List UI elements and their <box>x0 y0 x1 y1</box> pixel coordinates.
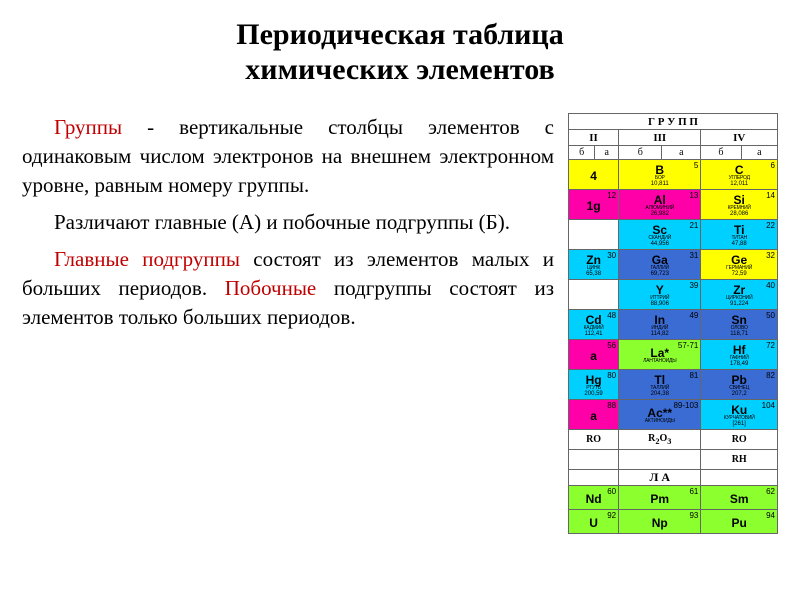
actinide-U: 92U <box>569 510 619 534</box>
element-cell-C: 6CУГЛЕРОД12,011 <box>701 160 778 190</box>
hydride-formula <box>619 450 701 470</box>
oxide-formula: R2O3 <box>619 430 701 450</box>
letter-label: Л А <box>619 470 701 486</box>
element-cell-Ge: 32GeГЕРМАНИЙ72,59 <box>701 250 778 280</box>
subgroup-header: б <box>701 146 741 160</box>
element-cell-Sc: 21ScСКАНДИЙ44,956 <box>619 220 701 250</box>
actinide-Pu: 94Pu <box>701 510 778 534</box>
paragraph-3: Главные подгруппы состоят из элементов м… <box>22 245 554 332</box>
lanthanide-Pm: 61Pm <box>619 486 701 510</box>
title-line-2: химических элементов <box>245 53 554 86</box>
element-cell-Al: 13AlАЛЮМИНИЙ26,982 <box>619 190 701 220</box>
table-header-top: Г Р У П П <box>569 114 778 130</box>
element-cell-Ti: 22TiТИТАН47,88 <box>701 220 778 250</box>
group-header-III: III <box>619 130 701 146</box>
subgroup-header: б <box>619 146 662 160</box>
element-cell-4: 4 <box>569 160 619 190</box>
hydride-formula: RH <box>701 450 778 470</box>
element-cell-Hg: 80HgРТУТЬ200,59 <box>569 370 619 400</box>
text-column: Группы - вертикальные столбцы элементов … <box>22 113 554 600</box>
element-cell-Pb: 82PbСВИНЕЦ207,2 <box>701 370 778 400</box>
element-cell-Cd: 48CdКАДМИЙ112,41 <box>569 310 619 340</box>
subgroup-header: б <box>569 146 595 160</box>
element-cell-Si: 14SiКРЕМНИЙ28,086 <box>701 190 778 220</box>
paragraph-2: Различают главные (А) и побочные подгруп… <box>22 208 554 237</box>
element-cell-Ku: 104KuКУРЧАТОВИЙ[261] <box>701 400 778 430</box>
oxide-formula: RO <box>569 430 619 450</box>
element-cell-blank <box>569 220 619 250</box>
subgroup-header: а <box>662 146 701 160</box>
element-cell-1g: 121g <box>569 190 619 220</box>
lanthanide-Sm: 62Sm <box>701 486 778 510</box>
actinide-Np: 93Np <box>619 510 701 534</box>
slide-title: Периодическая таблица химических элемент… <box>22 18 778 87</box>
element-cell-Hf: 72HfГАФНИЙ178,49 <box>701 340 778 370</box>
element-cell-Ac**: 89-103Ac**АКТИНОИДЫ <box>619 400 701 430</box>
lanthanide-Nd: 60Nd <box>569 486 619 510</box>
group-header-IV: IV <box>701 130 778 146</box>
element-cell-a: 88a <box>569 400 619 430</box>
element-cell-blank <box>569 280 619 310</box>
content-row: Группы - вертикальные столбцы элементов … <box>22 113 778 600</box>
element-cell-In: 49InИНДИЙ114,82 <box>619 310 701 340</box>
element-cell-B: 5BБОР10,811 <box>619 160 701 190</box>
element-cell-Y: 39YИТТРИЙ88,906 <box>619 280 701 310</box>
element-cell-Tl: 81TlТАЛЛИЙ204,38 <box>619 370 701 400</box>
letter-label <box>569 470 619 486</box>
oxide-formula: RO <box>701 430 778 450</box>
paragraph-1: Группы - вертикальные столбцы элементов … <box>22 113 554 200</box>
slide: Периодическая таблица химических элемент… <box>0 0 800 600</box>
element-cell-Ga: 31GaГАЛЛИЙ69,723 <box>619 250 701 280</box>
group-header-II: II <box>569 130 619 146</box>
periodic-table-fragment: Г Р У П ПIIIIIIVбабаба45BБОР10,8116CУГЛЕ… <box>568 113 778 600</box>
title-line-1: Периодическая таблица <box>236 18 563 51</box>
element-cell-Zr: 40ZrЦИРКОНИЙ91,224 <box>701 280 778 310</box>
hydride-formula <box>569 450 619 470</box>
element-cell-Sn: 50SnОЛОВО118,71 <box>701 310 778 340</box>
periodic-table: Г Р У П ПIIIIIIVбабаба45BБОР10,8116CУГЛЕ… <box>568 113 778 534</box>
element-cell-a: 56a <box>569 340 619 370</box>
subgroup-header: а <box>595 146 619 160</box>
keyword-groups: Группы <box>54 115 122 139</box>
keyword-secondary: Побочные <box>225 276 317 300</box>
letter-label <box>701 470 778 486</box>
element-cell-Zn: 30ZnЦИНК65,38 <box>569 250 619 280</box>
subgroup-header: а <box>741 146 777 160</box>
element-cell-La*: 57-71La*ЛАНТАНОИДЫ <box>619 340 701 370</box>
keyword-main-subgroups: Главные подгруппы <box>54 247 240 271</box>
